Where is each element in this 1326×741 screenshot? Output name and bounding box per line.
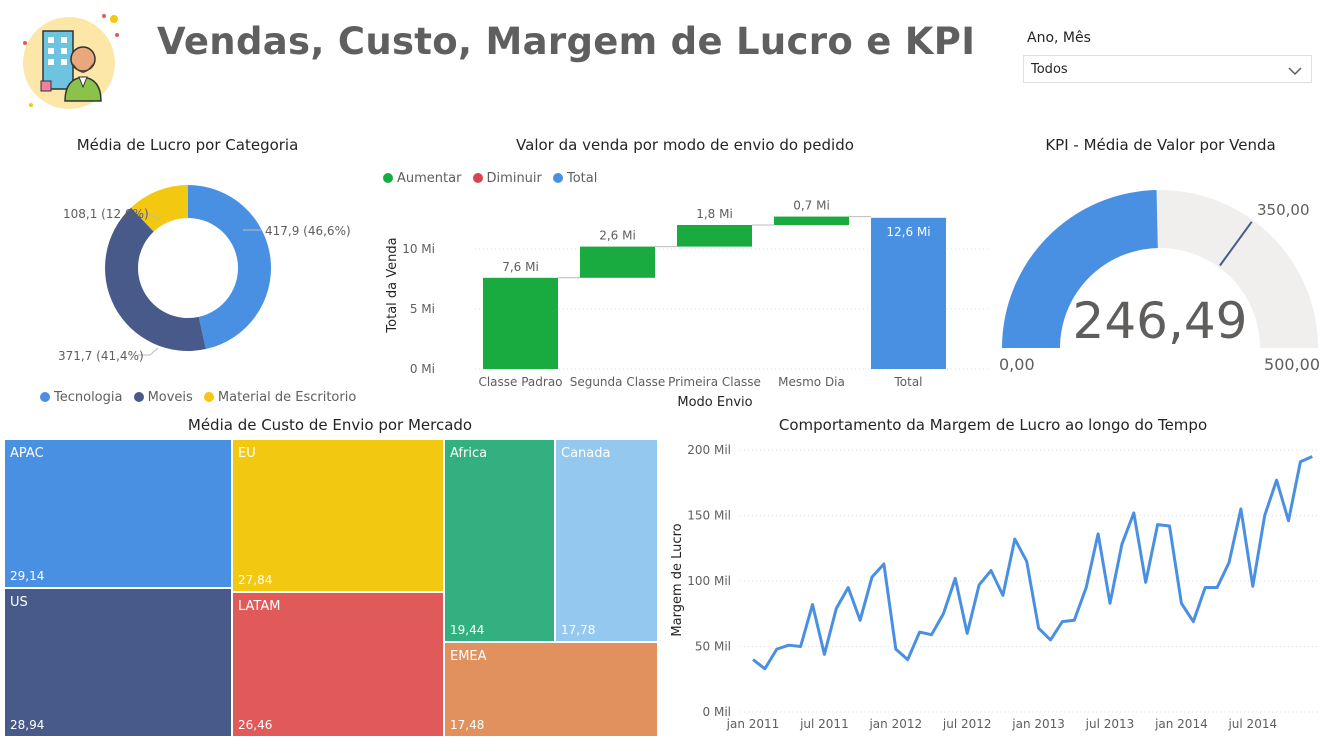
legend-item-tecnologia[interactable]: Tecnologia: [40, 390, 122, 405]
treemap-title: Média de Custo de Envio por Mercado: [187, 416, 473, 434]
waterfall-bar[interactable]: [774, 216, 849, 225]
waterfall-xlabel: Modo Envio: [677, 395, 752, 410]
slicer-label: Ano, Mês: [1027, 30, 1091, 46]
x-tick-label: Segunda Classe: [570, 375, 666, 389]
waterfall-bar[interactable]: [871, 217, 946, 369]
x-tick-label: Classe Padrao: [478, 375, 562, 389]
chevron-down-icon: [1287, 62, 1303, 81]
gauge-fill: [1002, 190, 1158, 348]
donut-slice-moveis[interactable]: [105, 207, 206, 351]
waterfall-value-label: 7,6 Mi: [502, 260, 539, 274]
gauge-target-marker: [1219, 221, 1253, 267]
waterfall-value-label: 2,6 Mi: [599, 229, 636, 243]
waterfall-bar[interactable]: [580, 246, 655, 278]
line-series[interactable]: [752, 455, 1313, 671]
x-tick-label: jan 2013: [1011, 717, 1065, 731]
donut-title: Média de Lucro por Categoria: [76, 136, 299, 154]
y-tick-label: 0 Mi: [410, 362, 435, 376]
donut-slice-material[interactable]: [131, 185, 188, 232]
donut-chart[interactable]: 417,9 (46,6%) 371,7 (41,4%) 108,1 (12,0%…: [0, 160, 375, 395]
x-tick-label: jul 2014: [1227, 717, 1277, 731]
y-tick-label: 50 Mil: [695, 640, 731, 654]
gauge-title: KPI - Média de Valor por Venda: [1045, 136, 1276, 154]
x-tick-label: Primeira Classe: [668, 375, 761, 389]
x-tick-label: jul 2011: [799, 717, 849, 731]
donut-legend: Tecnologia Moveis Material de Escritorio: [40, 387, 375, 406]
donut-label-moveis: 371,7 (41,4%): [58, 349, 144, 363]
line-visual[interactable]: Comportamento da Margem de Lucro ao long…: [660, 410, 1326, 741]
waterfall-ylabel: Total da Venda: [385, 237, 400, 333]
gauge-chart[interactable]: 246,49 0,00 500,00 350,00: [995, 160, 1326, 380]
gauge-visual[interactable]: KPI - Média de Valor por Venda 246,49 0,…: [995, 130, 1326, 410]
treemap-cell-us[interactable]: US 28,94: [4, 588, 232, 737]
y-tick-label: 200 Mil: [687, 443, 731, 457]
y-tick-label: 5 Mi: [410, 302, 435, 316]
x-tick-label: Mesmo Dia: [778, 375, 845, 389]
legend-item-total[interactable]: Total: [552, 171, 597, 186]
y-tick-label: 10 Mi: [402, 242, 435, 256]
treemap-visual[interactable]: Média de Custo de Envio por Mercado APAC…: [0, 410, 660, 741]
logo: [17, 13, 121, 113]
x-tick-label: jan 2012: [868, 717, 922, 731]
waterfall-visual[interactable]: Valor da venda por modo de envio do pedi…: [375, 130, 995, 415]
gauge-value: 246,49: [1073, 292, 1248, 350]
x-tick-label: jul 2013: [1085, 717, 1135, 731]
donut-label-tecnologia: 417,9 (46,6%): [265, 224, 351, 238]
y-tick-label: 100 Mil: [687, 574, 731, 588]
x-tick-label: jul 2012: [942, 717, 992, 731]
treemap-cell-africa[interactable]: Africa 19,44: [444, 439, 555, 642]
x-tick-label: Total: [893, 375, 922, 389]
y-tick-label: 0 Mil: [703, 705, 731, 719]
gauge-min: 0,00: [999, 355, 1035, 374]
donut-label-material: 108,1 (12,0%): [63, 207, 149, 221]
waterfall-value-label: 1,8 Mi: [696, 207, 733, 221]
date-slicer-dropdown[interactable]: Todos: [1023, 55, 1312, 83]
treemap-cell-apac[interactable]: APAC 29,14: [4, 439, 232, 588]
line-ylabel: Margem de Lucro: [670, 523, 685, 636]
x-tick-label: jan 2011: [726, 717, 780, 731]
waterfall-legend: Aumentar Diminuir Total: [383, 168, 603, 187]
waterfall-title: Valor da venda por modo de envio do pedi…: [516, 136, 854, 154]
waterfall-bar[interactable]: [483, 277, 558, 369]
gauge-target-label: 350,00: [1257, 201, 1310, 219]
treemap-cell-canada[interactable]: Canada 17,78: [555, 439, 658, 642]
treemap-chart[interactable]: APAC 29,14 US 28,94 EU 27,84 LATAM 26,46 Afr…: [4, 439, 658, 737]
slicer-value: Todos: [1031, 62, 1068, 77]
businessman-building-icon: [23, 14, 119, 109]
donut-visual[interactable]: Média de Lucro por Categoria 417,9 (46,6…: [0, 130, 375, 410]
legend-item-diminuir[interactable]: Diminuir: [472, 171, 542, 186]
line-chart[interactable]: 0 Mil 50 Mil 100 Mil 150 Mil 200 Mil jan 2011…: [660, 436, 1326, 741]
legend-item-material[interactable]: Material de Escritorio: [203, 390, 356, 405]
treemap-cell-emea[interactable]: EMEA 17,48: [444, 642, 658, 737]
waterfall-chart[interactable]: 0 Mi 5 Mi 10 Mi 7,6 Mi Classe Padrao 2,6 Mi S…: [375, 190, 995, 415]
donut-slice-tecnologia[interactable]: [188, 185, 271, 350]
page-title: Vendas, Custo, Margem de Lucro e KPI: [157, 20, 976, 63]
legend-item-moveis[interactable]: Moveis: [133, 390, 193, 405]
gauge-max: 500,00: [1264, 355, 1320, 374]
y-tick-label: 150 Mil: [687, 509, 731, 523]
waterfall-value-label: 12,6 Mi: [886, 225, 930, 239]
line-title: Comportamento da Margem de Lucro ao long…: [778, 416, 1208, 434]
treemap-cell-latam[interactable]: LATAM 26,46: [232, 592, 444, 737]
waterfall-bar[interactable]: [677, 225, 752, 247]
x-tick-label: jan 2014: [1154, 717, 1208, 731]
legend-item-aumentar[interactable]: Aumentar: [383, 171, 461, 186]
waterfall-value-label: 0,7 Mi: [793, 199, 830, 213]
treemap-cell-eu[interactable]: EU 27,84: [232, 439, 444, 592]
